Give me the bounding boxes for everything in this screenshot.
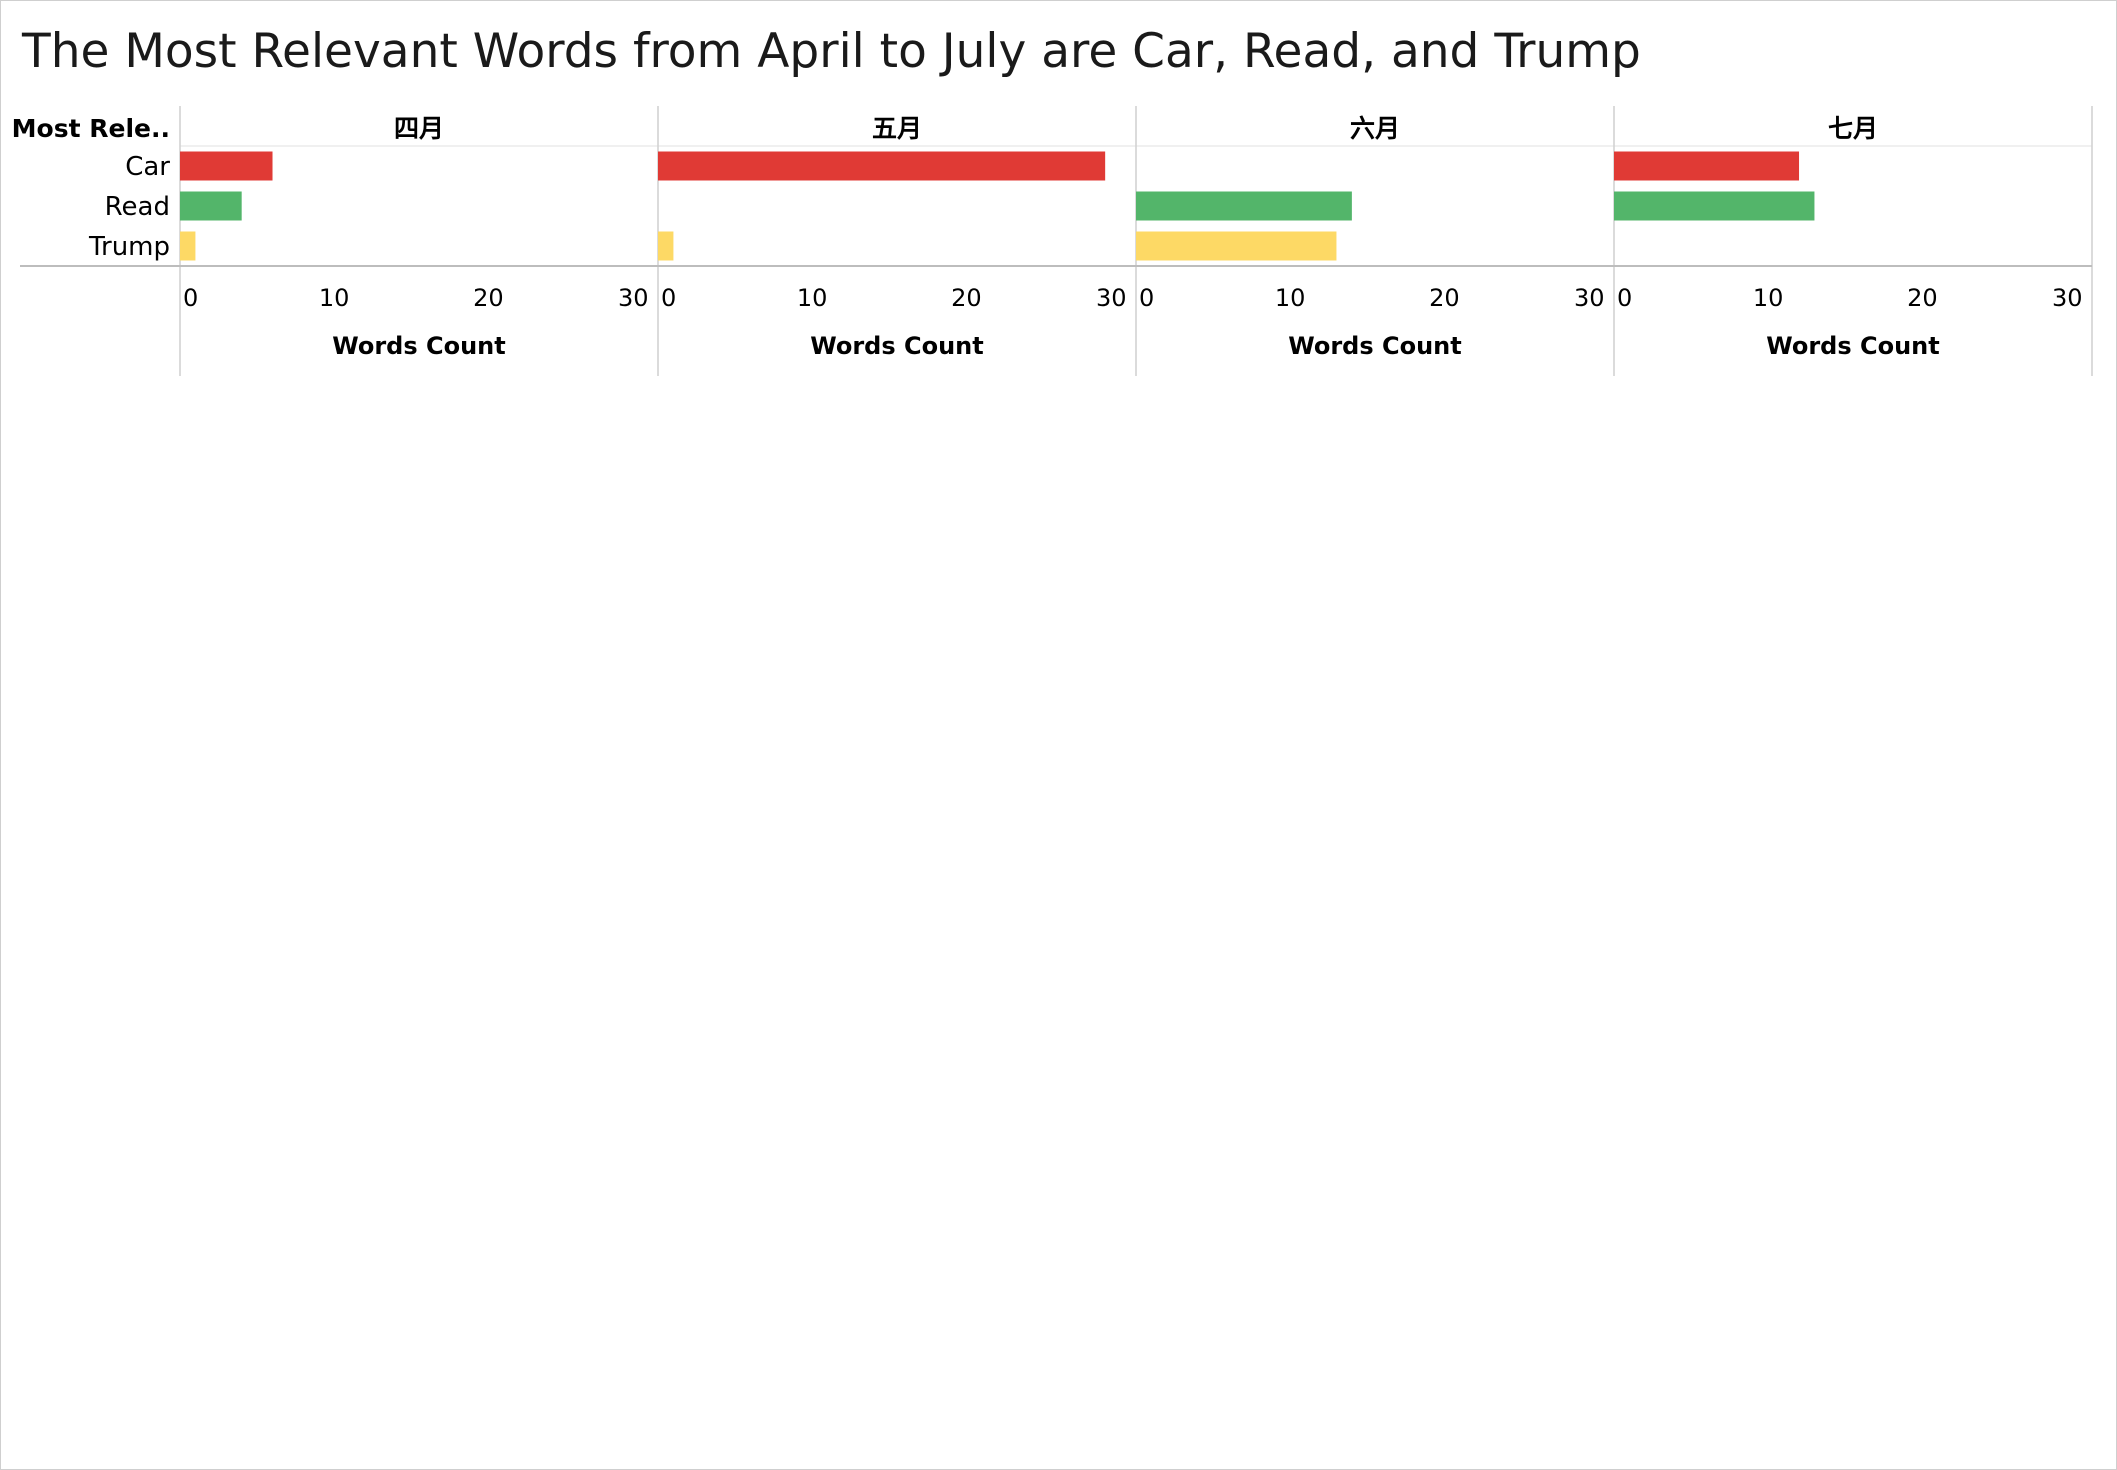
bar-trump <box>180 231 196 261</box>
x-axis-title: Words Count <box>1766 332 1940 360</box>
x-tick-label: 30 <box>618 284 649 312</box>
x-axis-title: Words Count <box>332 332 506 360</box>
category-label-car: Car <box>125 152 170 182</box>
panel-header: 七月 <box>1828 114 1878 143</box>
x-tick-label: 0 <box>661 284 676 312</box>
x-tick-label: 30 <box>2052 284 2083 312</box>
x-tick-label: 20 <box>1429 284 1460 312</box>
bar-car <box>1614 151 1800 181</box>
bar-read <box>180 191 242 221</box>
panel-header: 五月 <box>872 114 922 143</box>
x-tick-label: 10 <box>1275 284 1306 312</box>
x-tick-label: 0 <box>1139 284 1154 312</box>
row-header-label: Most Rele.. <box>12 114 170 143</box>
bar-trump <box>658 231 674 261</box>
x-axis-title: Words Count <box>810 332 984 360</box>
bar-car <box>180 151 273 181</box>
bar-car <box>658 151 1106 181</box>
x-tick-label: 0 <box>183 284 198 312</box>
panel-header: 六月 <box>1350 114 1400 143</box>
category-label-read: Read <box>105 192 170 222</box>
x-tick-label: 30 <box>1096 284 1127 312</box>
panel-header: 四月 <box>394 114 444 143</box>
faceted-bar-chart: Most Rele.. Car Read Trump 四月 0 10 20 30 Words Co… <box>12 106 2093 376</box>
x-tick-label: 10 <box>1753 284 1784 312</box>
x-tick-label: 10 <box>319 284 350 312</box>
x-tick-label: 20 <box>951 284 982 312</box>
bar-read <box>1614 191 1815 221</box>
x-axis-title: Words Count <box>1288 332 1462 360</box>
category-label-trump: Trump <box>88 232 170 262</box>
chart-title: The Most Relevant Words from April to Ju… <box>22 24 1641 79</box>
x-tick-label: 0 <box>1617 284 1632 312</box>
bar-read <box>1136 191 1352 221</box>
bar-trump <box>1136 231 1337 261</box>
x-tick-label: 20 <box>1907 284 1938 312</box>
x-tick-label: 10 <box>797 284 828 312</box>
x-tick-label: 30 <box>1574 284 1605 312</box>
x-tick-label: 20 <box>473 284 504 312</box>
